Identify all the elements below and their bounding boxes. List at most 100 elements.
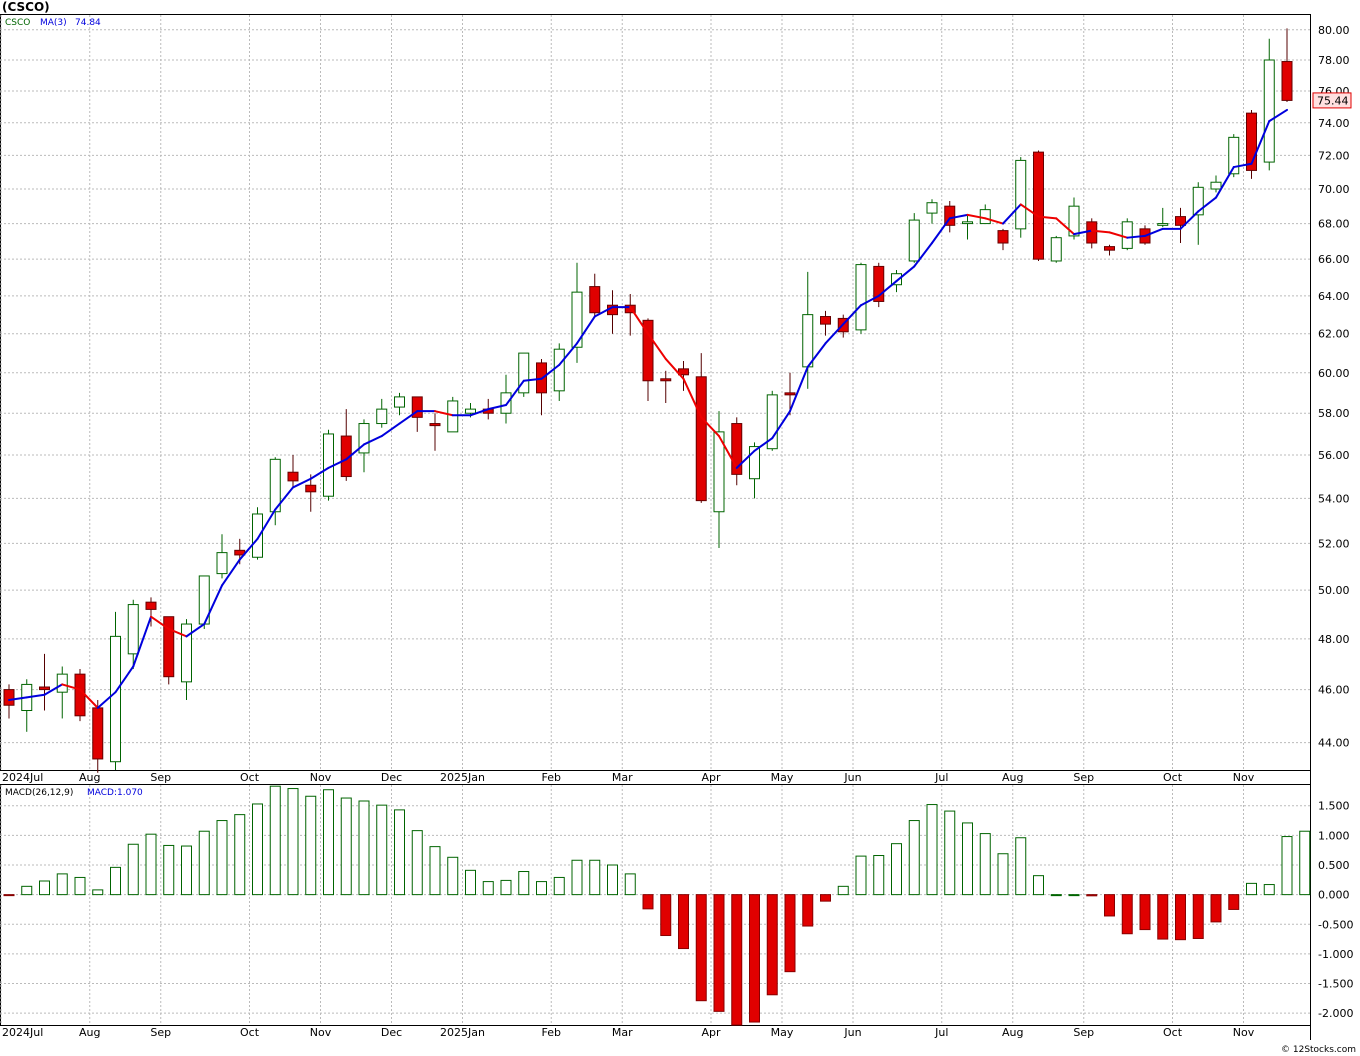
candle-body [1246, 112, 1257, 171]
price-y-tick-label: 46.00 [1318, 684, 1350, 697]
ma-segment [1126, 234, 1146, 239]
price-x-tick-label: Sep [150, 771, 171, 784]
macd-bar [979, 833, 991, 896]
macd-bar [56, 873, 68, 896]
price-x-tick-label: Jun [843, 771, 861, 784]
price-y-tick-label: 78.00 [1318, 54, 1350, 67]
candle-body [429, 423, 441, 427]
price-y-tick-label: 56.00 [1318, 449, 1350, 462]
candle-body [447, 400, 459, 433]
macd-y-tick-label: -2.000 [1318, 1007, 1353, 1020]
price-x-tick-label: Oct [1163, 771, 1183, 784]
macd-legend-label: MACD(26,12,9) [5, 788, 73, 798]
ma-segment [948, 213, 969, 220]
candle-body [163, 616, 175, 678]
moving-average-line [8, 108, 1288, 709]
candle-body [145, 601, 157, 610]
macd-bar [997, 853, 1009, 896]
candle-body [660, 378, 672, 382]
candle-body [181, 623, 192, 683]
macd-bar [944, 810, 956, 896]
last-price-label: 75.44 [1317, 94, 1349, 107]
candle-body [891, 273, 902, 286]
macd-y-tick-label: 1.500 [1318, 800, 1350, 813]
ma-segment [629, 306, 649, 335]
candle-body [216, 552, 228, 575]
candle-body [1121, 221, 1133, 249]
candle-body [713, 431, 725, 513]
ma-segment [43, 683, 64, 696]
candle-body [39, 686, 50, 691]
candle-body [695, 376, 707, 502]
ma-segment [256, 508, 277, 540]
ma-segment [913, 242, 933, 268]
macd-bar [394, 809, 405, 896]
price-x-tick-label: Nov [310, 771, 332, 784]
candle-body [411, 396, 423, 418]
macd-bar [1210, 894, 1222, 923]
ma-segment [1090, 229, 1111, 234]
macd-y-tick-label: 1.000 [1318, 829, 1350, 842]
price-y-tick-label: 66.00 [1318, 253, 1350, 266]
ma-segment [505, 379, 525, 407]
macd-bar [252, 803, 263, 896]
candle-body [1104, 246, 1115, 251]
price-y-tick-label: 48.00 [1318, 633, 1350, 646]
macd-x-tick-label: 2025Jan [440, 1026, 485, 1039]
macd-x-tick-label: Feb [542, 1026, 561, 1039]
price-x-tick-label: Mar [612, 771, 633, 784]
macd-bar [536, 881, 547, 896]
ma-segment [221, 558, 241, 587]
ma-segment [1197, 196, 1217, 213]
ma-segment [1108, 231, 1129, 239]
ma-segment [150, 615, 170, 630]
macd-bar [340, 797, 352, 896]
macd-histogram [3, 785, 1311, 1026]
macd-bar [465, 869, 476, 896]
copyright-label: © 12Stocks.com [1281, 1045, 1356, 1055]
macd-bar [837, 885, 849, 896]
macd-bar [1068, 894, 1080, 897]
ma-segment [1215, 166, 1235, 199]
macd-y-tick-label: -0.500 [1318, 918, 1353, 931]
price-y-tick-label: 68.00 [1318, 218, 1350, 231]
macd-bar [518, 871, 530, 896]
ma-segment [114, 665, 135, 694]
price-y-tick-label: 72.00 [1318, 149, 1350, 162]
price-x-tick-label: Dec [381, 771, 402, 784]
ma-segment [895, 265, 916, 283]
price-y-tick-label: 74.00 [1318, 117, 1350, 130]
candle-body [287, 471, 299, 482]
candle-body [997, 230, 1009, 244]
ma-segment [753, 437, 774, 452]
ma-segment [1268, 108, 1288, 123]
macd-bar [926, 804, 938, 896]
candle-body [766, 394, 778, 450]
macd-grid [0, 785, 1310, 1025]
candle-body [323, 433, 334, 497]
candle-body [1015, 159, 1027, 230]
macd-bar [553, 876, 565, 896]
candle-body [394, 396, 405, 408]
ma-segment [1250, 120, 1271, 165]
macd-bar [908, 820, 920, 896]
ma-segment [789, 365, 809, 413]
price-x-tick-label: Feb [542, 771, 561, 784]
candle-body [1086, 221, 1098, 244]
price-legend-ma-label: MA(3) [40, 18, 67, 28]
price-panel-frame [0, 14, 1311, 771]
ma-segment [487, 404, 507, 411]
price-y-tick-label: 54.00 [1318, 492, 1350, 505]
candle-body [802, 314, 814, 368]
price-x-tick-label: Oct [240, 771, 260, 784]
macd-y-tick-label: -1.000 [1318, 948, 1353, 961]
candle-body [642, 319, 654, 382]
price-y-tick-label: 52.00 [1318, 537, 1350, 550]
candle-body [465, 408, 476, 414]
macd-bar [323, 789, 334, 896]
macd-bar [216, 820, 228, 896]
candle-body [873, 265, 885, 302]
macd-x-axis-labels: 2024Jul Aug Sep Oct Nov Dec 2025Jan Feb Mar Apr Ma… [2, 1026, 1255, 1039]
candle-body [553, 348, 565, 392]
ma-segment [735, 449, 756, 469]
